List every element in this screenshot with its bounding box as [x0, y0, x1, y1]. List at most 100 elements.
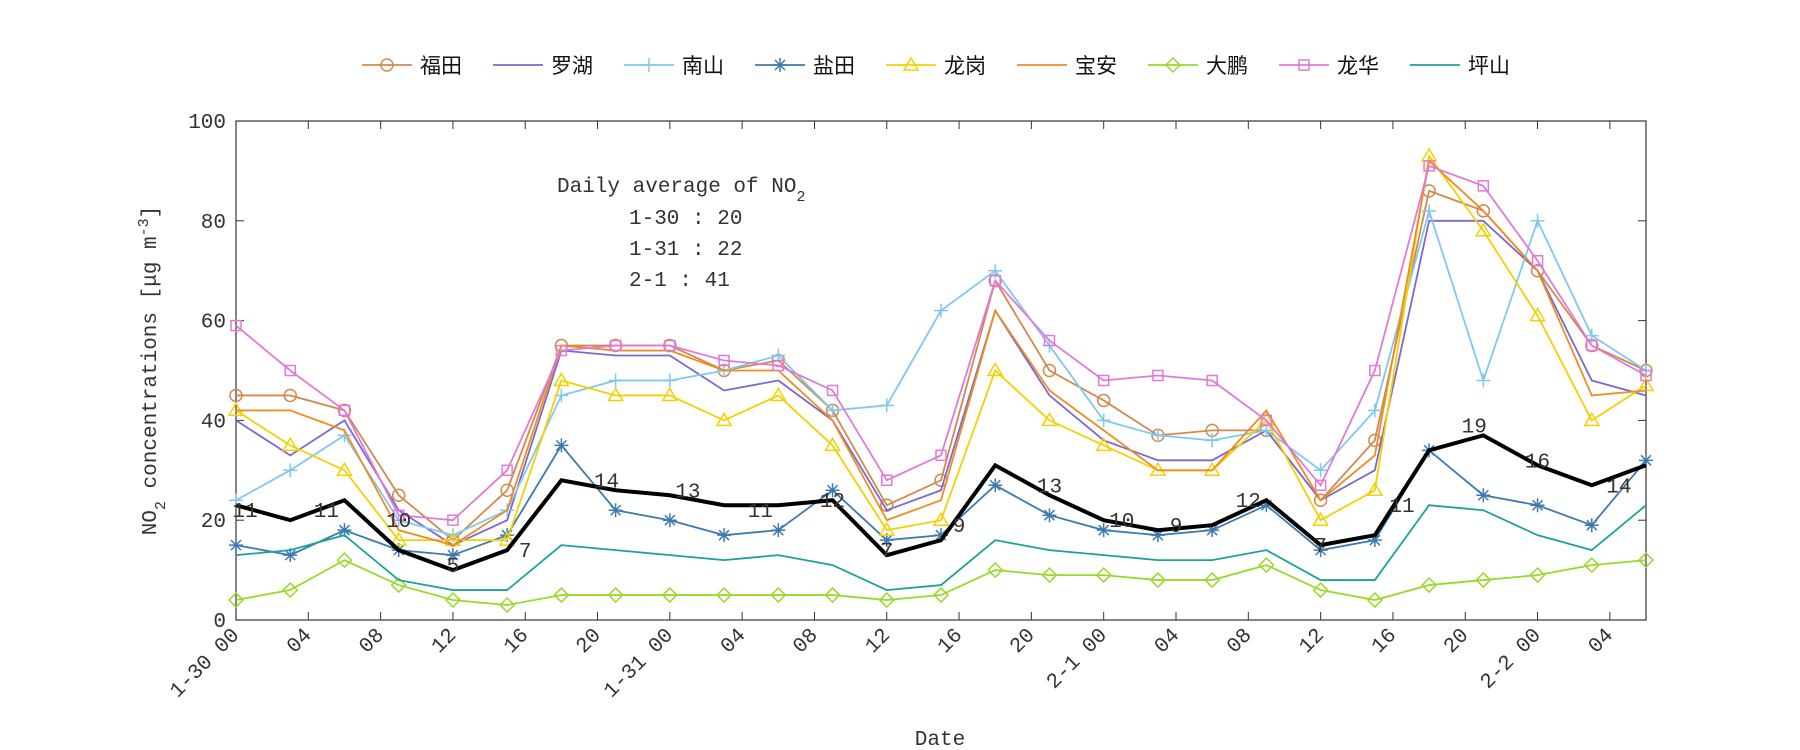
marker — [1150, 528, 1165, 543]
marker — [1367, 533, 1382, 548]
annotation: 10 — [386, 511, 411, 534]
marker — [770, 386, 787, 402]
legend-label: 龙岗 — [944, 54, 986, 78]
marker — [1097, 374, 1110, 387]
annotation: 13 — [675, 481, 700, 504]
marker — [555, 344, 568, 357]
annotation: 14 — [1606, 476, 1631, 499]
y-axis-title-part: ] — [140, 206, 163, 219]
x-tick-label: 1-31 00 — [600, 625, 679, 704]
inset-line: 1-31 : 22 — [629, 239, 742, 262]
marker — [932, 586, 950, 604]
marker — [1205, 523, 1220, 538]
inset-title-sub: 2 — [796, 189, 805, 206]
annotation: 13 — [1037, 476, 1062, 499]
marker — [718, 354, 730, 367]
marker — [932, 511, 950, 526]
marker — [1476, 204, 1491, 218]
legend-marker — [1164, 56, 1182, 74]
marker — [227, 591, 245, 609]
marker — [1367, 403, 1382, 418]
marker — [336, 552, 353, 569]
marker — [1640, 369, 1652, 382]
y-tick-label: 80 — [201, 212, 226, 235]
marker — [336, 461, 353, 477]
marker — [879, 533, 894, 548]
annotation: 19 — [1462, 416, 1487, 439]
marker — [824, 436, 841, 452]
marker — [986, 362, 1004, 377]
marker — [501, 464, 513, 477]
marker — [607, 386, 624, 402]
marker — [607, 586, 624, 604]
marker — [1313, 463, 1328, 478]
legend-marker — [380, 58, 394, 72]
marker — [826, 384, 839, 397]
marker — [338, 404, 351, 417]
y-axis-title-part: concentrations [ — [140, 287, 163, 501]
y-tick-label: 0 — [213, 611, 226, 634]
annotation: 14 — [594, 471, 619, 494]
legend-label: 宝安 — [1075, 54, 1117, 78]
marker — [337, 403, 352, 418]
mean-line — [235, 433, 1647, 573]
marker — [1313, 543, 1328, 558]
marker — [662, 373, 677, 388]
annotation: 7 — [519, 541, 532, 564]
marker — [1260, 414, 1273, 427]
inset-title: Daily average of NO2 — [557, 176, 805, 206]
marker — [609, 339, 622, 352]
marker — [554, 438, 569, 453]
marker — [661, 386, 679, 402]
inset-line: 2-1 : 41 — [629, 270, 730, 293]
marker — [879, 398, 894, 413]
marker — [1366, 591, 1383, 609]
marker — [500, 528, 515, 543]
marker — [1096, 413, 1111, 428]
marker — [1476, 488, 1491, 503]
marker — [1421, 577, 1438, 594]
inset-line: 1-30 : 20 — [629, 208, 742, 231]
x-tick-label: 1-30 00 — [166, 625, 245, 704]
marker — [1529, 307, 1546, 322]
legend-label: 南山 — [682, 54, 724, 78]
marker — [1312, 581, 1329, 599]
x-tick-label: 04 — [1151, 625, 1185, 659]
y-tick-label: 60 — [201, 312, 226, 335]
marker — [988, 478, 1003, 493]
marker — [934, 528, 948, 543]
marker — [447, 514, 459, 526]
y-tick-label: 100 — [188, 112, 226, 135]
x-tick-label: 08 — [355, 625, 389, 659]
marker — [1042, 363, 1057, 378]
marker — [716, 586, 733, 604]
marker — [1042, 508, 1057, 523]
annotation: 5 — [447, 556, 460, 579]
marker — [230, 319, 242, 332]
marker — [1369, 364, 1381, 377]
marker — [1096, 523, 1111, 538]
marker — [392, 509, 405, 521]
marker — [1529, 567, 1546, 584]
marker — [824, 586, 841, 604]
legend-label: 龙华 — [1337, 54, 1379, 78]
marker — [1095, 436, 1112, 452]
x-tick-label: 16 — [934, 625, 968, 659]
y-axis-title-part: -3 — [136, 218, 153, 236]
marker — [987, 562, 1004, 579]
x-tick-label: 08 — [1223, 625, 1257, 659]
x-tick-label: 12 — [428, 625, 462, 659]
marker — [1043, 334, 1056, 347]
marker — [227, 401, 245, 417]
annotation: 12 — [820, 491, 845, 514]
marker — [1476, 373, 1491, 388]
marker — [1206, 374, 1218, 387]
marker — [1096, 393, 1111, 408]
marker — [1150, 428, 1165, 443]
marker — [935, 449, 947, 462]
annotation: 10 — [1109, 511, 1134, 534]
marker — [664, 339, 676, 352]
marker — [1530, 498, 1545, 513]
annotation: 9 — [953, 516, 966, 539]
